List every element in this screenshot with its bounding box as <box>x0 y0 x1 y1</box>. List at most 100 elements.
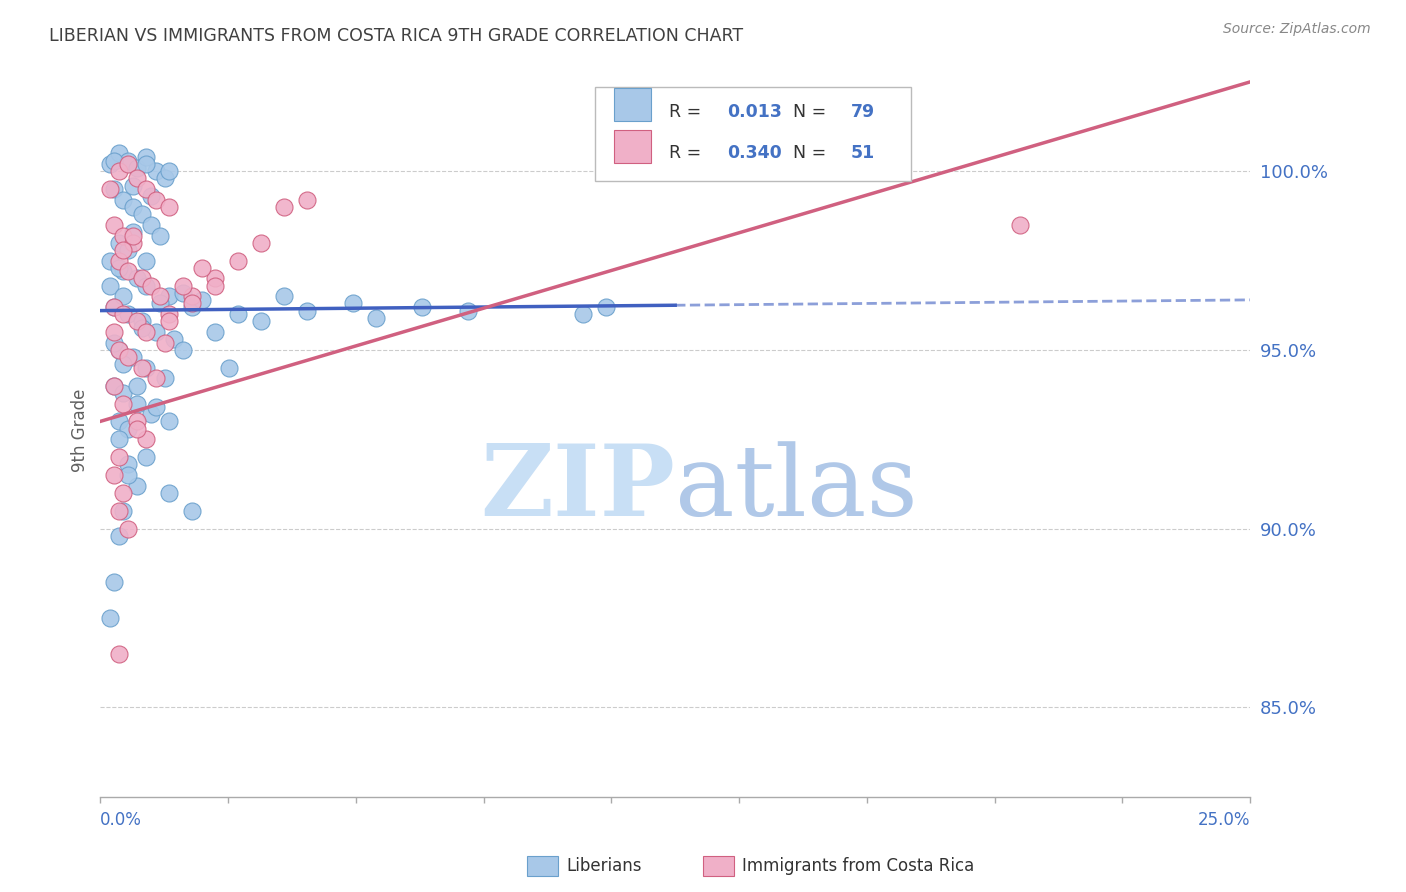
Point <box>172 343 194 357</box>
Point <box>1010 218 1032 232</box>
Point <box>181 289 204 303</box>
Point <box>157 314 180 328</box>
Point <box>139 218 162 232</box>
Text: R =: R = <box>669 103 707 120</box>
Point <box>172 285 194 300</box>
Point <box>117 457 139 471</box>
Point <box>273 289 295 303</box>
Point <box>107 343 129 357</box>
Point <box>135 182 157 196</box>
Point <box>135 157 157 171</box>
Point <box>153 335 176 350</box>
Text: 0.013: 0.013 <box>727 103 782 120</box>
Text: N =: N = <box>782 103 832 120</box>
Point <box>127 421 149 435</box>
Point <box>112 485 135 500</box>
Point <box>127 414 149 428</box>
Point <box>103 467 125 482</box>
Point <box>98 253 121 268</box>
Point <box>250 235 273 250</box>
Text: N =: N = <box>782 145 832 162</box>
Bar <box>614 130 651 163</box>
Point <box>107 450 129 464</box>
Point <box>121 225 143 239</box>
Point <box>204 278 226 293</box>
Text: 25.0%: 25.0% <box>1198 811 1250 829</box>
Point <box>131 207 153 221</box>
Point <box>163 332 186 346</box>
Text: Liberians: Liberians <box>567 857 643 875</box>
Point <box>107 253 129 268</box>
Point <box>112 289 135 303</box>
Point <box>117 467 139 482</box>
Point <box>157 164 180 178</box>
Point <box>112 385 135 400</box>
Point <box>135 325 157 339</box>
Bar <box>614 88 651 121</box>
Point <box>103 153 125 168</box>
Point <box>145 400 167 414</box>
Point <box>181 296 204 310</box>
Point <box>112 504 135 518</box>
Point <box>98 611 121 625</box>
Point <box>145 164 167 178</box>
Point <box>139 189 162 203</box>
Point <box>172 278 194 293</box>
Point <box>145 193 167 207</box>
Point <box>107 647 129 661</box>
Text: atlas: atlas <box>675 441 918 537</box>
Point <box>112 396 135 410</box>
Point <box>157 289 180 303</box>
Point <box>117 157 139 171</box>
Point <box>139 407 162 421</box>
Y-axis label: 9th Grade: 9th Grade <box>72 389 89 472</box>
Point <box>121 200 143 214</box>
Point <box>121 178 143 193</box>
Point <box>135 360 157 375</box>
Point <box>117 307 139 321</box>
Point <box>457 303 479 318</box>
Point <box>117 264 139 278</box>
Point <box>121 228 143 243</box>
Point <box>131 314 153 328</box>
Point <box>135 450 157 464</box>
Point <box>127 171 149 186</box>
Point <box>131 271 153 285</box>
Point <box>112 357 135 371</box>
Point <box>145 325 167 339</box>
Point <box>149 296 172 310</box>
Text: ZIP: ZIP <box>481 441 675 537</box>
Point <box>135 150 157 164</box>
Text: LIBERIAN VS IMMIGRANTS FROM COSTA RICA 9TH GRADE CORRELATION CHART: LIBERIAN VS IMMIGRANTS FROM COSTA RICA 9… <box>49 27 744 45</box>
Point <box>103 575 125 590</box>
Point <box>149 289 172 303</box>
Point <box>98 278 121 293</box>
Point <box>149 228 172 243</box>
Point <box>595 300 617 314</box>
Point <box>107 164 129 178</box>
Point <box>153 371 176 385</box>
Point <box>153 171 176 186</box>
Point <box>135 432 157 446</box>
Point <box>204 271 226 285</box>
Point <box>112 264 135 278</box>
Point <box>226 307 249 321</box>
Point <box>103 378 125 392</box>
Point <box>103 378 125 392</box>
Point <box>103 325 125 339</box>
Point <box>411 300 433 314</box>
Point <box>218 360 240 375</box>
Text: 0.340: 0.340 <box>727 145 782 162</box>
Point <box>107 343 129 357</box>
Point <box>366 310 388 325</box>
Point <box>226 253 249 268</box>
Point <box>190 293 212 307</box>
Point <box>112 228 135 243</box>
Point <box>112 243 135 257</box>
Point <box>250 314 273 328</box>
Point <box>107 529 129 543</box>
Point <box>112 307 135 321</box>
Point <box>107 414 129 428</box>
Point <box>117 243 139 257</box>
FancyBboxPatch shape <box>595 87 911 181</box>
